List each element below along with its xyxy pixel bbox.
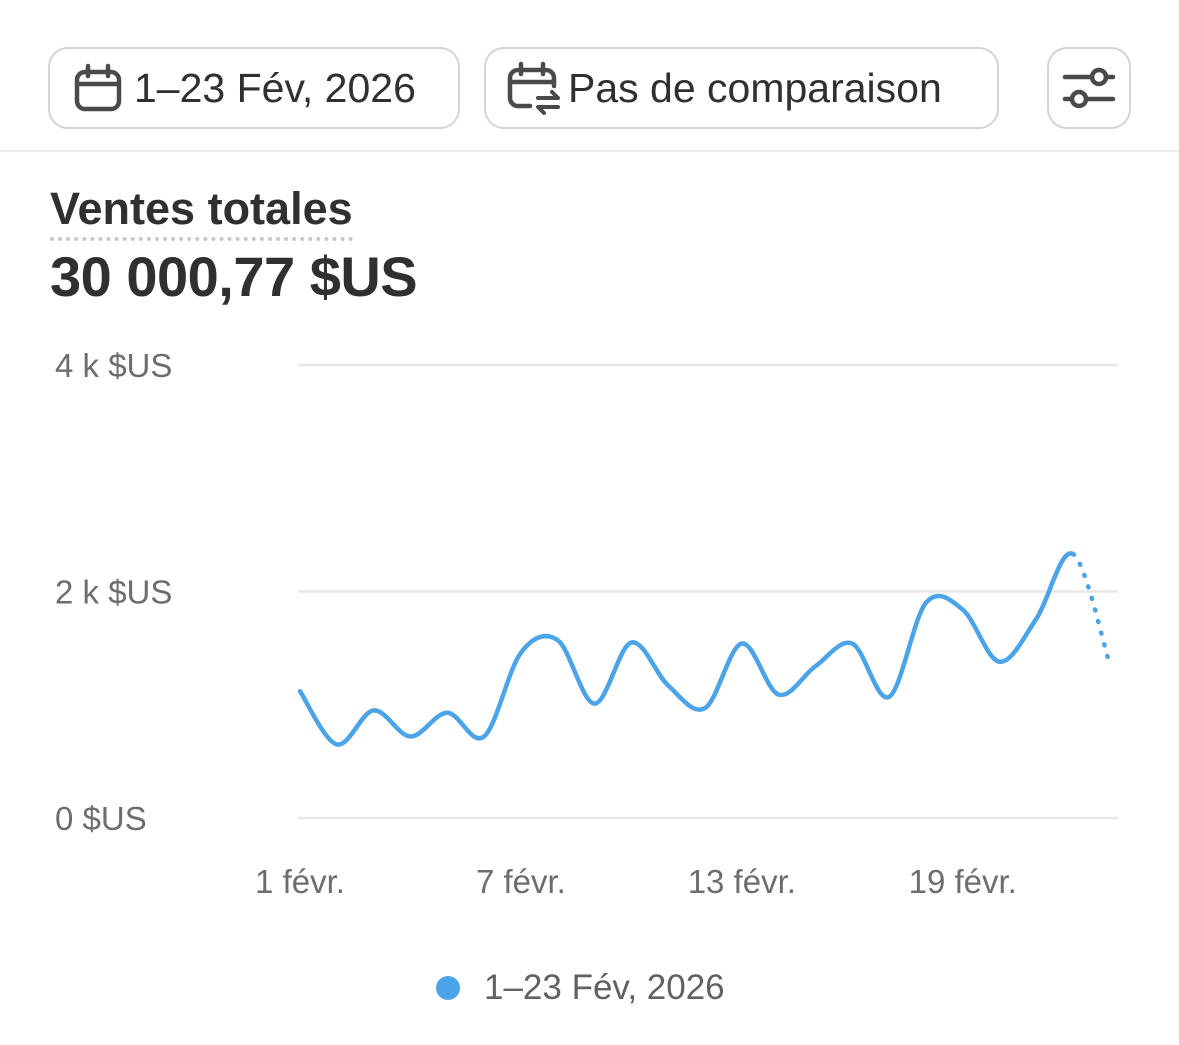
- x-tick-label: 19 févr.: [909, 863, 1017, 900]
- legend-marker: [436, 976, 460, 1000]
- calendar-compare-icon: [506, 60, 562, 116]
- date-range-label: 1–23 Fév, 2026: [134, 64, 416, 111]
- y-tick-label: 0 $US: [55, 800, 147, 837]
- calendar-icon: [72, 62, 124, 114]
- y-tick-label: 4 k $US: [55, 347, 172, 384]
- x-tick-label: 1 févr.: [255, 863, 345, 900]
- metric-title[interactable]: Ventes totales: [50, 183, 353, 241]
- chart-legend: 1–23 Fév, 2026: [436, 968, 725, 1008]
- legend-label: 1–23 Fév, 2026: [484, 968, 725, 1007]
- chart-settings-button[interactable]: [1047, 47, 1131, 129]
- series-line-incomplete: [1070, 551, 1113, 668]
- sliders-icon: [1062, 66, 1116, 110]
- report-toolbar: 1–23 Fév, 2026 Pas de comparaison: [0, 0, 1179, 152]
- comparison-label: Pas de comparaison: [568, 64, 942, 111]
- x-tick-label: 7 févr.: [476, 863, 566, 900]
- comparison-button[interactable]: Pas de comparaison: [484, 47, 999, 129]
- date-range-button[interactable]: 1–23 Fév, 2026: [48, 47, 460, 129]
- series-line: [297, 551, 1076, 747]
- y-tick-label: 2 k $US: [55, 574, 172, 611]
- sales-line-chart: 0 $US 2 k $US 4 k $US 1 févr. 7 févr. 13 fév…: [55, 347, 1118, 900]
- metric-value: 30 000,77 $US: [50, 245, 418, 308]
- x-tick-label: 13 févr.: [688, 863, 796, 900]
